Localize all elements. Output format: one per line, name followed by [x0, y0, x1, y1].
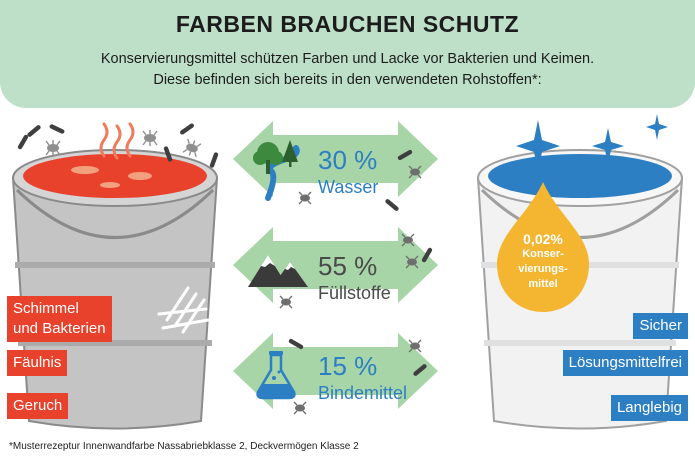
footnote: *Musterrezeptur Innenwandfarbe Nassabrie… [9, 441, 359, 452]
flask-icon [256, 351, 296, 400]
water-label: Wasser [318, 177, 379, 197]
header-panel [0, 0, 695, 108]
binders-label: Bindemittel [318, 383, 408, 403]
subtitle-line-1: Konservierungsmittel schützen Farben und… [100, 51, 595, 67]
drop-icon [497, 182, 589, 312]
preservative-word-line-3: mittel [528, 278, 558, 290]
label-odor: Geruch [7, 393, 69, 419]
water-percent: 30 % [318, 145, 378, 175]
mountains-icon [248, 255, 308, 287]
preservative-word-line-2: vierungs- [518, 263, 568, 275]
preservative-word-line-1: Konser- [522, 248, 564, 260]
fillers-label: Füllstoffe [318, 283, 391, 303]
page-title: FARBEN BRAUCHEN SCHUTZ [175, 11, 520, 37]
tree-river-icon [253, 140, 300, 201]
subtitle-line-2: Diese befinden sich bereits in den verwe… [153, 72, 542, 88]
preservative-percent: 0,02% [523, 231, 563, 247]
fillers-percent: 55 % [318, 251, 378, 281]
label-safe: Sicher [633, 313, 688, 339]
sparkle-icon [516, 114, 668, 172]
label-solvent-free: Lösungsmittelfrei [562, 350, 688, 376]
label-rot: Fäulnis [7, 350, 68, 376]
label-mold-bacteria: Schimmel und Bakterien [7, 296, 112, 342]
scratch-marks-icon [157, 286, 210, 334]
binders-percent: 15 % [318, 351, 378, 381]
left-bucket [11, 122, 219, 430]
preservative-drop-text: 0,02% Konser- vierungs- mittel [497, 232, 589, 292]
label-durable: Langlebig [610, 395, 688, 421]
